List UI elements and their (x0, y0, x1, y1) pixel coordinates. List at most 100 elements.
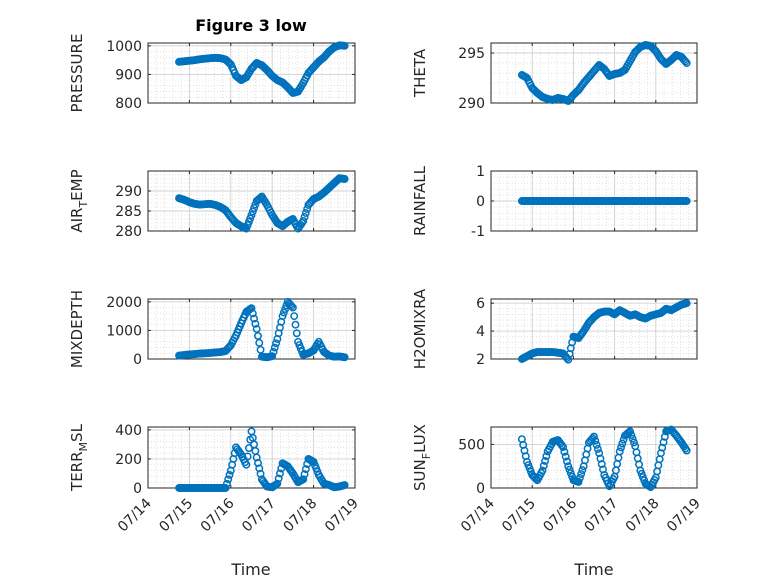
data-point (564, 462, 573, 471)
subplot-mixdepth: 0 1000 2000 MIXDEPTH (68, 290, 356, 368)
tick-marks (490, 43, 698, 104)
data-point (269, 347, 278, 356)
data-point (560, 447, 569, 456)
data-point (224, 475, 233, 484)
data-point (340, 481, 349, 490)
data-point (247, 211, 256, 219)
y-axis-label: H2OMIXRA (411, 288, 429, 369)
data-point (682, 446, 691, 455)
y-axis-label: MIXDEPTH (68, 290, 86, 368)
axes-box (147, 170, 356, 232)
data-point (340, 353, 349, 362)
figure-title: Figure 3 low (195, 16, 307, 35)
x-tick-label: 07/15 (499, 496, 539, 536)
data-point (287, 302, 296, 311)
x-tick-label: 07/17 (582, 496, 622, 536)
tick-marks (490, 299, 698, 360)
axes-box (147, 426, 356, 489)
data-point (276, 469, 284, 478)
data-point (290, 312, 299, 321)
y-tick-label: 0 (133, 481, 142, 497)
data-point (268, 352, 277, 361)
data-point (538, 466, 547, 475)
y-tick-label: 0 (133, 352, 142, 368)
x-tick-label: 07/16 (198, 495, 238, 535)
data-point (222, 479, 231, 488)
y-tick-label: 200 (115, 452, 142, 468)
data-point (288, 303, 297, 312)
y-tick-label: 280 (115, 224, 142, 240)
subplot-rainfall: -1 0 1 RAINFALL (411, 164, 698, 240)
data-series (175, 427, 349, 492)
y-tick-label: 900 (115, 67, 142, 83)
data-point (281, 305, 290, 313)
tick-marks (147, 427, 356, 489)
data-point (682, 59, 691, 67)
tick-marks (147, 171, 356, 232)
data-point (340, 175, 349, 183)
y-tick-label: 800 (115, 96, 142, 112)
x-tick-label: 07/19 (664, 496, 704, 536)
y-tick-label: 290 (458, 96, 485, 112)
subplot-pressure: 800 900 1000 PRESSURE (68, 34, 356, 113)
data-point (274, 474, 283, 483)
data-point (628, 434, 637, 443)
data-point (270, 343, 279, 352)
data-point (251, 319, 260, 328)
data-point (279, 308, 288, 317)
data-point (221, 484, 230, 492)
data-point (300, 213, 309, 221)
y-tick-label: 4 (476, 324, 485, 340)
x-tick-label: 07/17 (239, 496, 279, 536)
tick-marks (490, 170, 698, 232)
data-point (618, 439, 627, 448)
x-tick-label: 07/18 (281, 496, 321, 536)
data-point (250, 204, 259, 212)
data-point (578, 466, 587, 475)
subplot-terr-msl: 0 200 400 TERRMSL 07/14 07/15 07/16 07/17 07/18 0… (68, 423, 362, 535)
y-axis-label: RAINFALL (411, 165, 429, 236)
data-point (301, 465, 310, 474)
y-axis-label: SUNFLUX (411, 424, 433, 491)
data-point (626, 427, 634, 436)
x-tick-label: 07/15 (156, 496, 196, 536)
data-point (627, 431, 636, 440)
y-tick-label: 2000 (106, 295, 142, 311)
data-point (682, 197, 691, 205)
y-tick-label: 500 (458, 437, 485, 453)
data-point (577, 470, 586, 479)
data-point (541, 457, 550, 465)
subplot-theta: 290 295 THETA (411, 41, 698, 112)
data-series (175, 41, 349, 97)
y-axis-label: THETA (411, 48, 429, 98)
data-point (629, 438, 638, 447)
data-point (574, 477, 583, 486)
y-tick-label: 1000 (106, 39, 142, 55)
data-point (542, 452, 551, 461)
tick-marks (147, 43, 356, 104)
y-tick-label: 0 (476, 481, 485, 497)
y-axis-label: AIRTEMP (68, 169, 90, 232)
y-axis-label: PRESSURE (68, 34, 86, 113)
data-point (299, 475, 308, 484)
data-point (247, 304, 256, 313)
data-point (593, 445, 602, 453)
data-point (299, 217, 308, 225)
y-tick-label: 290 (115, 184, 142, 200)
x-axis-label-left: Time (230, 560, 270, 579)
data-point (617, 443, 625, 452)
subplot-sun-flux: 0 500 SUNFLUX 07/14 07/15 07/16 07/17 07/18 07/1… (411, 424, 704, 535)
x-tick-label: 07/18 (623, 496, 663, 536)
data-point (244, 444, 253, 453)
data-series (175, 297, 349, 362)
y-tick-label: 1 (476, 164, 485, 180)
y-tick-label: 0 (476, 194, 485, 210)
data-point (301, 209, 310, 217)
data-point (291, 320, 300, 329)
data-point (592, 440, 601, 449)
subplot-h2omixra: 2 4 6 H2OMIXRA (411, 288, 698, 369)
data-point (272, 339, 281, 348)
data-point (248, 309, 257, 318)
